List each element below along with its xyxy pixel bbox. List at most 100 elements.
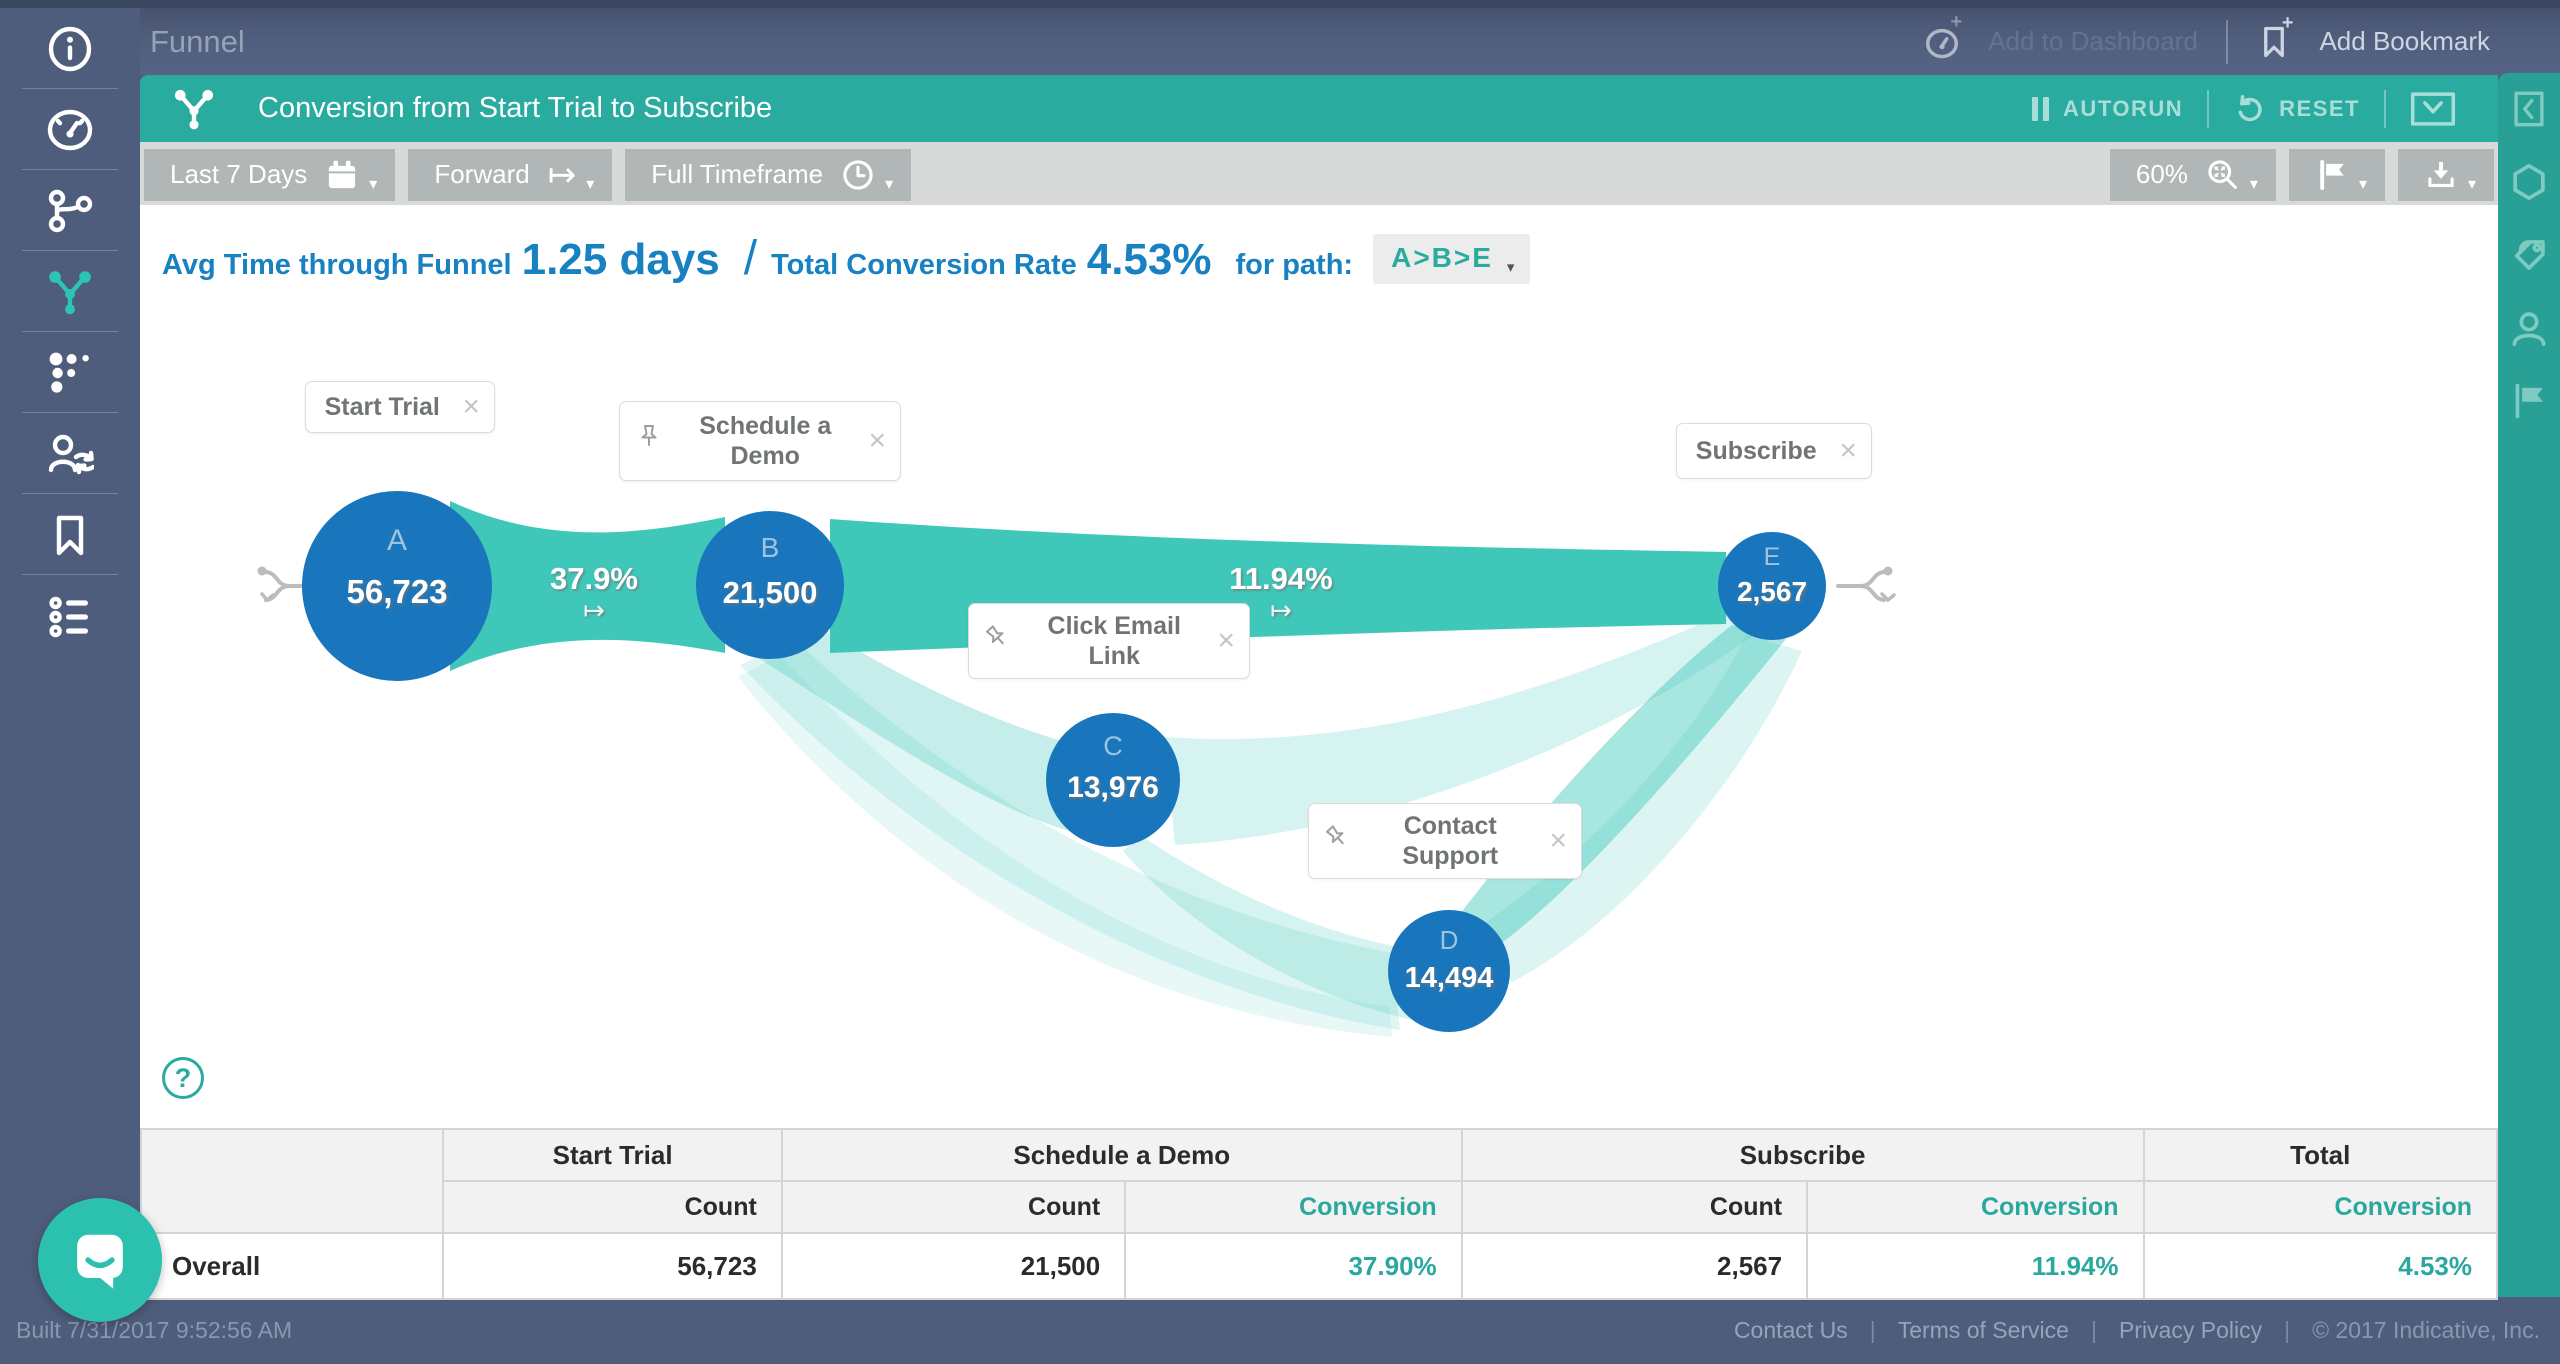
download-button[interactable]: ▾ <box>2397 148 2494 201</box>
table-subheader[interactable]: Count <box>780 1180 1127 1234</box>
copyright-text: © 2017 Indicative, Inc. <box>2312 1317 2540 1343</box>
sidebar-item-list[interactable] <box>0 575 140 656</box>
date-range-button[interactable]: Last 7 Days ▾ <box>144 148 396 201</box>
zoom-magnifier-icon <box>2208 159 2237 189</box>
funnel-node-C[interactable]: C 13,976 <box>1046 713 1180 847</box>
funnel-visualization: A 56,723 B 21,500 C 13,976 D 14,494 E <box>140 205 2498 1128</box>
path-selector[interactable]: A>B>E ▾ <box>1373 233 1531 284</box>
pause-icon <box>2032 96 2050 121</box>
sidebar-item-info[interactable] <box>0 8 140 89</box>
cell-subscribe-conversion: 11.94% <box>1806 1232 2145 1300</box>
privacy-policy-link[interactable]: Privacy Policy <box>2118 1317 2263 1343</box>
add-to-dashboard-button[interactable]: + Add to Dashboard <box>1923 11 2198 61</box>
close-icon[interactable]: × <box>1217 624 1235 657</box>
chevron-down-icon: ▾ <box>2249 175 2258 193</box>
hexagon-icon[interactable] <box>2509 162 2549 207</box>
funnel-node-E[interactable]: E 2,567 <box>1718 532 1826 640</box>
clock-icon <box>843 159 873 190</box>
svg-text:2,567: 2,567 <box>1737 576 1807 607</box>
window-top-strip <box>0 0 2560 8</box>
table-subheader[interactable]: Count <box>1460 1180 1809 1234</box>
help-icon[interactable]: ? <box>162 1057 204 1099</box>
sidebar-item-user-sync[interactable] <box>0 413 140 494</box>
reset-icon <box>2238 94 2262 121</box>
timeframe-button[interactable]: Full Timeframe ▾ <box>625 148 912 201</box>
user-icon[interactable] <box>2509 308 2549 353</box>
calendar-icon <box>329 160 356 188</box>
close-icon[interactable]: × <box>462 390 480 423</box>
table-subheader[interactable]: Count <box>442 1180 783 1234</box>
svg-text:13,976: 13,976 <box>1067 771 1159 804</box>
step-label-start-trial[interactable]: Start Trial × <box>305 381 495 433</box>
funnel-stats: Avg Time through Funnel 1.25 days / Tota… <box>162 231 1531 286</box>
table-subheader[interactable]: Conversion <box>1124 1180 1463 1234</box>
sidebar-item-bookmarks[interactable] <box>0 494 140 575</box>
funnel-icon <box>49 270 91 314</box>
query-title: Conversion from Start Trial to Subscribe <box>258 92 773 124</box>
forward-arrow-icon: ↦ <box>547 155 577 194</box>
build-timestamp: Built 7/31/2017 9:52:56 AM <box>16 1317 293 1343</box>
cell-demo-count: 21,500 <box>780 1232 1127 1300</box>
sidebar-item-dashboards[interactable] <box>0 89 140 170</box>
export-envelope-icon[interactable] <box>2410 91 2456 127</box>
users-refresh-icon <box>48 434 94 474</box>
step-label-click-email-link[interactable]: Click Email Link × <box>968 603 1250 679</box>
cell-demo-conversion: 37.90% <box>1124 1232 1463 1300</box>
total-conversion-value: 4.53% <box>1086 235 1212 284</box>
chevron-down-icon: ▾ <box>2358 175 2367 193</box>
add-bookmark-button[interactable]: + Add Bookmark <box>2256 12 2490 60</box>
journeys-icon <box>48 189 93 232</box>
funnel-node-A[interactable]: A 56,723 <box>302 491 492 681</box>
contact-us-link[interactable]: Contact Us <box>1733 1317 1848 1343</box>
sidebar-item-funnel[interactable] <box>0 251 140 332</box>
funnel-header-icon <box>174 89 214 129</box>
dashboard-plus-icon: + <box>1923 11 1973 61</box>
zoom-button[interactable]: 60% ▾ <box>2109 148 2276 201</box>
results-table: Start Trial Schedule a Demo Subscribe To… <box>139 1128 2499 1300</box>
left-sidebar <box>0 8 140 1364</box>
table-subheader[interactable]: Conversion <box>1806 1180 2145 1234</box>
tag-icon[interactable] <box>2509 235 2549 280</box>
svg-text:B: B <box>761 532 780 563</box>
direction-button[interactable]: Forward ↦ ▾ <box>408 148 613 201</box>
avg-time-label: Avg Time through Funnel <box>162 249 512 281</box>
chevron-down-icon: ▾ <box>369 175 378 193</box>
toolbar: Last 7 Days ▾ Forward ↦ ▾ Full Timeframe… <box>140 142 2498 205</box>
collapse-panel-button[interactable] <box>2509 89 2549 134</box>
chevron-down-icon: ▾ <box>2467 175 2476 193</box>
avg-time-value: 1.25 days <box>521 235 720 284</box>
bookmark-plus-icon: + <box>2256 12 2304 60</box>
fork-left-icon[interactable] <box>257 566 314 603</box>
list-icon <box>49 596 88 637</box>
sidebar-item-journeys[interactable] <box>0 170 140 251</box>
header-divider <box>2384 89 2386 128</box>
close-icon[interactable]: × <box>868 424 886 457</box>
step-label-contact-support[interactable]: Contact Support × <box>1308 803 1582 879</box>
chat-launcher-button[interactable] <box>38 1198 162 1322</box>
step-label-schedule-a-demo[interactable]: Schedule a Demo × <box>619 401 901 481</box>
close-icon[interactable]: × <box>1839 434 1857 467</box>
svg-text:↦: ↦ <box>1270 595 1292 625</box>
funnel-node-D[interactable]: D 14,494 <box>1388 910 1510 1032</box>
table-subheader[interactable]: Conversion <box>2142 1180 2499 1234</box>
terms-of-service-link[interactable]: Terms of Service <box>1897 1317 2069 1343</box>
table-group-subscribe: Subscribe <box>1460 1128 2145 1182</box>
pin-icon[interactable] <box>620 421 666 462</box>
autorun-button[interactable]: AUTORUN <box>2032 96 2183 122</box>
segmentation-icon <box>49 352 89 393</box>
annotations-flag-button[interactable]: ▾ <box>2288 148 2385 201</box>
pin-icon[interactable] <box>1309 821 1355 862</box>
step-label-subscribe[interactable]: Subscribe × <box>1676 423 1872 479</box>
funnel-node-B[interactable]: B 21,500 <box>696 511 844 659</box>
sidebar-item-segmentation[interactable] <box>0 332 140 413</box>
svg-text:21,500: 21,500 <box>723 575 818 610</box>
row-label: Overall <box>139 1232 445 1300</box>
header-divider <box>2207 89 2210 128</box>
close-icon[interactable]: × <box>1549 824 1567 857</box>
reset-button[interactable]: RESET <box>2233 93 2360 125</box>
fork-right-icon[interactable] <box>1836 566 1896 603</box>
query-header: Conversion from Start Trial to Subscribe… <box>140 75 2498 142</box>
flag-icon[interactable] <box>2509 381 2549 426</box>
chevron-down-icon: ▾ <box>1506 258 1515 276</box>
pin-icon[interactable] <box>969 621 1015 662</box>
